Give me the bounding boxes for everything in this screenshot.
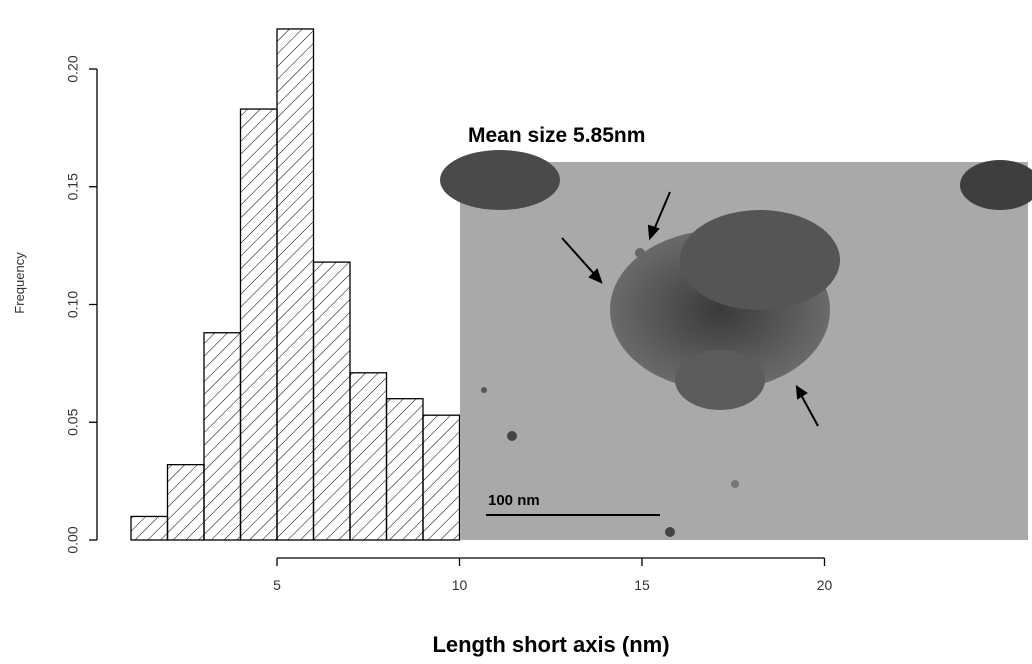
particle-cluster xyxy=(680,210,840,310)
bar xyxy=(130,515,169,541)
particle xyxy=(731,480,739,488)
particle-cluster xyxy=(440,150,560,210)
bar xyxy=(166,463,205,541)
bar xyxy=(385,398,424,541)
x-axis-label: Length short axis (nm) xyxy=(432,632,669,657)
bar xyxy=(203,332,242,541)
particle xyxy=(665,527,675,537)
scale-label: 100 nm xyxy=(488,492,540,509)
tem-inset: 100 nm xyxy=(440,150,1032,540)
particle xyxy=(481,387,487,393)
arrows xyxy=(561,191,819,427)
bar xyxy=(422,414,461,541)
particle-cluster xyxy=(960,160,1032,210)
y-axis-label: Frequency xyxy=(12,252,27,314)
x-tick-label: 15 xyxy=(634,577,650,593)
particle xyxy=(635,248,645,258)
x-tick-label: 5 xyxy=(273,577,281,593)
bar xyxy=(349,372,388,541)
bar xyxy=(312,261,351,541)
y-tick-label: 0.15 xyxy=(65,173,81,200)
y-tick-label: 0.10 xyxy=(65,291,81,318)
particle xyxy=(507,431,517,441)
y-tick-label: 0.00 xyxy=(65,526,81,553)
y-tick-label: 0.05 xyxy=(65,408,81,435)
bar xyxy=(276,28,315,541)
x-tick-label: 20 xyxy=(817,577,833,593)
x-tick-label: 10 xyxy=(452,577,468,593)
annotation: Mean size 5.85nm xyxy=(468,124,645,147)
bar xyxy=(239,108,278,541)
bars xyxy=(130,28,461,541)
y-tick-label: 0.20 xyxy=(65,55,81,82)
particle-cluster xyxy=(675,350,765,410)
